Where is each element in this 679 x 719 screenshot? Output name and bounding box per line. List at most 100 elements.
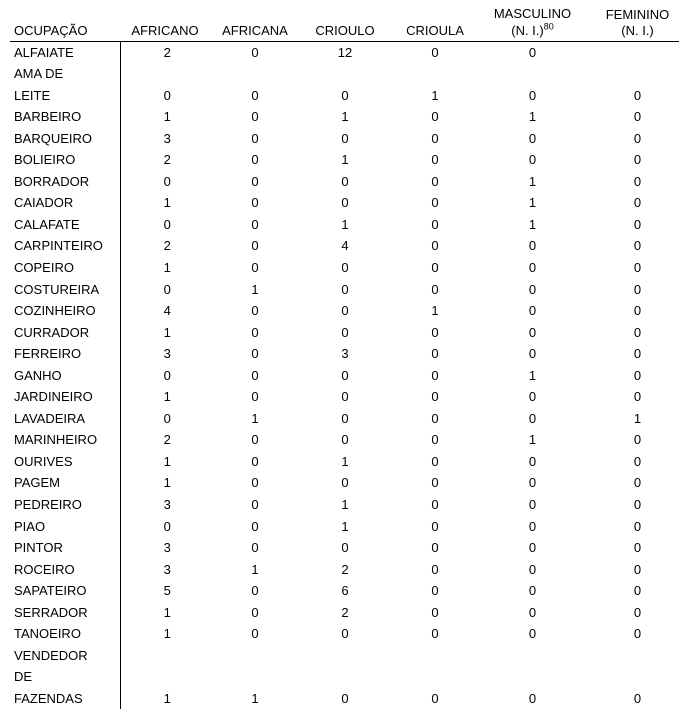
cell-ocupacao: ALFAIATE <box>10 41 120 63</box>
table-row: LAVADEIRA010001 <box>10 408 679 430</box>
cell-africano: 1 <box>120 192 210 214</box>
cell-masc: 0 <box>480 149 585 171</box>
table-row: SAPATEIRO506000 <box>10 580 679 602</box>
cell-crioula <box>390 63 480 85</box>
cell-masc: 0 <box>480 559 585 581</box>
cell-ocupacao: COPEIRO <box>10 257 120 279</box>
cell-crioula: 0 <box>390 365 480 387</box>
table-row: VENDEDOR <box>10 645 679 667</box>
cell-crioulo: 0 <box>300 171 390 193</box>
cell-masc: 0 <box>480 343 585 365</box>
cell-africana: 1 <box>210 279 300 301</box>
cell-ocupacao: BARBEIRO <box>10 106 120 128</box>
cell-ocupacao: LAVADEIRA <box>10 408 120 430</box>
cell-ocupacao: COZINHEIRO <box>10 300 120 322</box>
cell-africano: 0 <box>120 408 210 430</box>
table-body: ALFAIATE201200AMA DELEITE000100BARBEIRO1… <box>10 41 679 709</box>
cell-masc: 0 <box>480 451 585 473</box>
cell-masc: 0 <box>480 494 585 516</box>
col-header-masc-pre: (N. I.) <box>511 23 544 38</box>
table-row: FERREIRO303000 <box>10 343 679 365</box>
cell-fem: 0 <box>585 192 679 214</box>
cell-crioula: 1 <box>390 300 480 322</box>
cell-fem: 0 <box>585 623 679 645</box>
cell-africana: 0 <box>210 602 300 624</box>
table-row: GANHO000010 <box>10 365 679 387</box>
cell-masc: 0 <box>480 602 585 624</box>
cell-africano: 5 <box>120 580 210 602</box>
cell-fem: 0 <box>585 494 679 516</box>
cell-masc: 0 <box>480 279 585 301</box>
cell-masc: 1 <box>480 192 585 214</box>
cell-masc: 0 <box>480 300 585 322</box>
cell-crioulo: 0 <box>300 386 390 408</box>
cell-crioula: 0 <box>390 537 480 559</box>
cell-africana <box>210 666 300 688</box>
cell-crioula: 0 <box>390 451 480 473</box>
cell-crioulo: 1 <box>300 214 390 236</box>
cell-africano <box>120 666 210 688</box>
cell-fem: 0 <box>585 322 679 344</box>
table-row: FAZENDAS110000 <box>10 688 679 710</box>
cell-ocupacao: PAGEM <box>10 472 120 494</box>
cell-africana <box>210 645 300 667</box>
cell-fem: 0 <box>585 300 679 322</box>
cell-ocupacao: ROCEIRO <box>10 559 120 581</box>
cell-crioula: 0 <box>390 494 480 516</box>
cell-fem: 0 <box>585 516 679 538</box>
cell-crioulo: 6 <box>300 580 390 602</box>
cell-ocupacao: LEITE <box>10 85 120 107</box>
table-row: PEDREIRO301000 <box>10 494 679 516</box>
cell-ocupacao: VENDEDOR <box>10 645 120 667</box>
cell-africana: 1 <box>210 408 300 430</box>
cell-crioulo: 4 <box>300 235 390 257</box>
cell-africana: 0 <box>210 85 300 107</box>
cell-crioula: 0 <box>390 171 480 193</box>
col-header-fem-top: FEMININO <box>589 7 679 23</box>
cell-africana: 0 <box>210 494 300 516</box>
cell-ocupacao: SERRADOR <box>10 602 120 624</box>
cell-fem <box>585 666 679 688</box>
cell-crioulo: 1 <box>300 494 390 516</box>
cell-ocupacao: TANOEIRO <box>10 623 120 645</box>
cell-crioula <box>390 645 480 667</box>
cell-africana: 0 <box>210 322 300 344</box>
table-row: LEITE000100 <box>10 85 679 107</box>
cell-ocupacao: AMA DE <box>10 63 120 85</box>
cell-masc: 0 <box>480 580 585 602</box>
cell-africano: 1 <box>120 106 210 128</box>
cell-crioulo: 1 <box>300 106 390 128</box>
cell-masc: 0 <box>480 472 585 494</box>
table-row: SERRADOR102000 <box>10 602 679 624</box>
col-header-fem-bottom: (N. I.) <box>621 23 654 38</box>
cell-africano: 3 <box>120 343 210 365</box>
cell-africano: 2 <box>120 41 210 63</box>
cell-africana: 1 <box>210 559 300 581</box>
cell-crioulo: 1 <box>300 451 390 473</box>
cell-fem: 0 <box>585 365 679 387</box>
table-row: PINTOR300000 <box>10 537 679 559</box>
table-container: OCUPAÇÃO AFRICANO AFRICANA CRIOULO CRIOU… <box>0 0 679 719</box>
cell-africana: 0 <box>210 257 300 279</box>
cell-africano: 1 <box>120 602 210 624</box>
cell-africana: 1 <box>210 688 300 710</box>
cell-africano: 3 <box>120 494 210 516</box>
table-row: CAIADOR100010 <box>10 192 679 214</box>
table-row: BARBEIRO101010 <box>10 106 679 128</box>
table-row: PAGEM100000 <box>10 472 679 494</box>
table-row: JARDINEIRO100000 <box>10 386 679 408</box>
cell-fem: 0 <box>585 602 679 624</box>
cell-crioula: 0 <box>390 429 480 451</box>
cell-ocupacao: PIAO <box>10 516 120 538</box>
cell-fem <box>585 63 679 85</box>
cell-crioula: 0 <box>390 322 480 344</box>
cell-africano: 0 <box>120 279 210 301</box>
cell-africana: 0 <box>210 537 300 559</box>
cell-crioula: 0 <box>390 106 480 128</box>
cell-fem: 0 <box>585 386 679 408</box>
cell-masc: 0 <box>480 408 585 430</box>
cell-africana: 0 <box>210 300 300 322</box>
cell-crioulo: 0 <box>300 429 390 451</box>
cell-crioulo: 0 <box>300 279 390 301</box>
cell-ocupacao: PINTOR <box>10 537 120 559</box>
